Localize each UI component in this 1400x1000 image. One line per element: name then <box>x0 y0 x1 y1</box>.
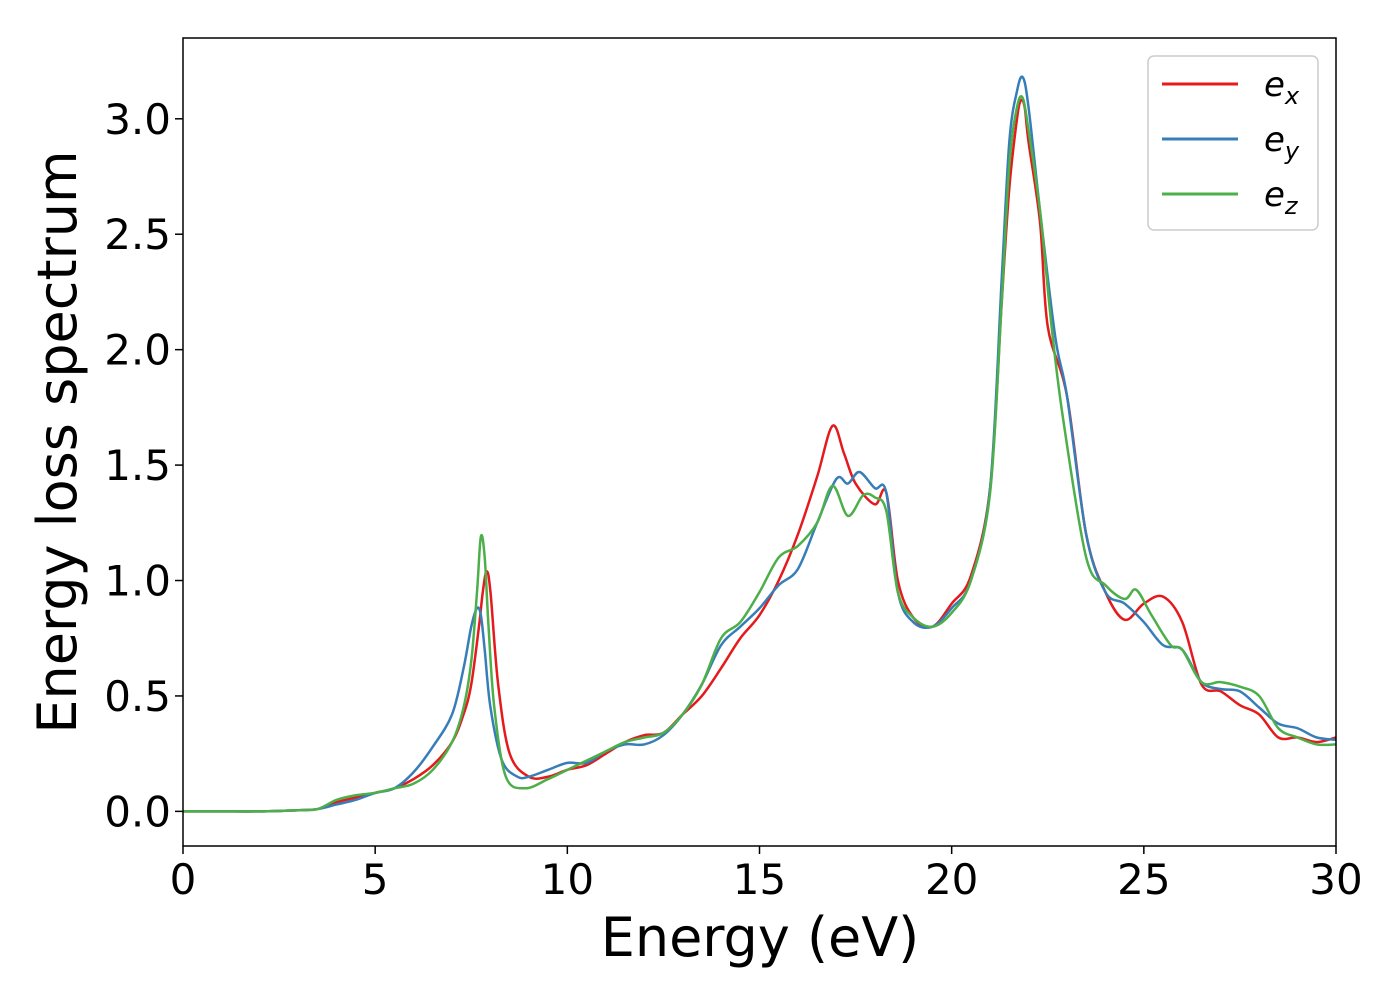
x-tick-label: 0 <box>170 855 197 904</box>
legend: ex ey ez <box>1147 55 1319 231</box>
plot-frame <box>182 37 1337 847</box>
legend-label-y: ey <box>1264 120 1300 165</box>
x-tick-label: 25 <box>1117 855 1170 904</box>
x-tick-label: 15 <box>733 855 786 904</box>
y-tick-label: 1.5 <box>104 441 171 490</box>
series-lines <box>183 75 1337 813</box>
y-tick-label: 2.0 <box>104 326 171 375</box>
x-axis-ticks: 0 5 10 15 20 25 30 <box>170 846 1363 904</box>
x-axis-label: Energy (eV) <box>601 906 920 969</box>
y-tick-label: 3.0 <box>104 95 171 144</box>
x-tick-label: 20 <box>925 855 978 904</box>
series-line-z <box>183 95 1337 813</box>
y-tick-label: 2.5 <box>104 210 171 259</box>
x-tick-label: 10 <box>541 855 594 904</box>
legend-label-z: ez <box>1264 175 1299 220</box>
y-tick-label: 0.0 <box>104 787 171 836</box>
x-tick-label: 5 <box>362 855 389 904</box>
y-axis-label: Energy loss spectrum <box>26 150 89 733</box>
y-axis-ticks: 0.0 0.5 1.0 1.5 2.0 2.5 3.0 <box>104 95 183 836</box>
legend-label-x: ex <box>1264 65 1300 110</box>
legend-box <box>1147 55 1319 231</box>
y-tick-label: 0.5 <box>104 672 171 721</box>
y-tick-label: 1.0 <box>104 557 171 606</box>
x-tick-label: 30 <box>1309 855 1362 904</box>
